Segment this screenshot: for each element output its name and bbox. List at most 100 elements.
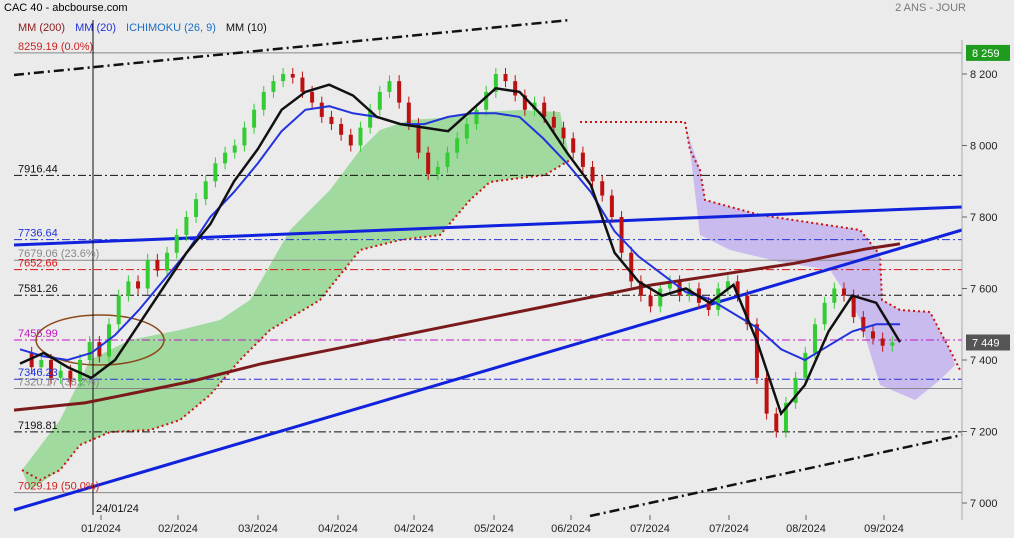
highlight-ellipse [35, 314, 165, 366]
level-label: 7320.17 (38.2%) [18, 377, 99, 389]
y-tick-label: 7 000 [970, 498, 998, 510]
candle [783, 402, 788, 432]
candle [203, 181, 208, 200]
x-tick-label: 02/2024 [158, 523, 198, 535]
x-tick-label: 03/2024 [238, 523, 278, 535]
level-label: 7736.64 [18, 228, 58, 240]
candle [194, 199, 199, 217]
y-tick-label: 7 600 [970, 284, 998, 296]
ichimoku-cloud-bear [685, 125, 955, 400]
candle [890, 342, 895, 346]
candle [513, 81, 518, 96]
x-tick-label: 04/2024 [318, 523, 358, 535]
level-label: 7029.19 (50.0%) [18, 481, 99, 493]
trendline-resistance [13, 205, 963, 247]
candle [387, 81, 392, 92]
candle [271, 81, 276, 92]
last-value-tag-text: 7 449 [972, 337, 1000, 349]
x-tick-label: 05/2024 [474, 523, 514, 535]
candle [29, 352, 34, 368]
candle [155, 259, 160, 271]
candle [754, 324, 759, 378]
candle [310, 91, 315, 103]
x-tick-label: 07/2024 [709, 523, 749, 535]
candle [126, 281, 131, 296]
y-tick-label: 7 800 [970, 212, 998, 224]
candle [368, 109, 373, 128]
candle [319, 102, 324, 117]
candle [145, 259, 150, 289]
candle [493, 74, 498, 92]
chart-title: CAC 40 - abcbourse.com [4, 2, 128, 14]
candle [87, 342, 92, 360]
candle [242, 127, 247, 146]
last-value-tag [966, 334, 1010, 351]
candle [609, 195, 614, 217]
candle [629, 252, 634, 282]
candle [68, 370, 73, 382]
candle [445, 152, 450, 167]
candle [764, 377, 769, 414]
candle [184, 217, 189, 235]
x-tick-label: 04/2024 [394, 523, 434, 535]
candle [522, 95, 527, 110]
candle [290, 74, 295, 78]
legend-item[interactable]: ICHIMOKU (26, 9) [126, 22, 216, 34]
ma200-line [13, 242, 901, 412]
candle [416, 124, 421, 153]
candle [252, 109, 257, 128]
candle [58, 370, 63, 378]
candle [39, 360, 44, 368]
candle [455, 138, 460, 153]
candle [339, 124, 344, 135]
candle [725, 281, 730, 289]
candle [97, 342, 102, 357]
candle [484, 91, 489, 110]
level-label: 7916.44 [18, 163, 58, 175]
y-tick-label: 8 200 [970, 69, 998, 81]
legend-item[interactable]: MM (20) [75, 22, 117, 34]
candle [49, 360, 54, 378]
candle [832, 288, 837, 303]
candle [78, 360, 83, 382]
level-label: 7652.66 [18, 258, 58, 270]
candle [223, 152, 228, 164]
legend-item[interactable]: MM (10) [225, 22, 267, 34]
candle [812, 324, 817, 353]
y-tick-label: 8 000 [970, 141, 998, 153]
candle [851, 295, 856, 318]
candle [232, 145, 237, 153]
candle [648, 295, 653, 307]
candle [822, 302, 827, 325]
candle [136, 281, 141, 289]
candle [561, 127, 566, 139]
cursor-date-label: 24/01/24 [96, 503, 139, 515]
candle [464, 124, 469, 139]
candle [658, 288, 663, 307]
x-tick-label: 08/2024 [786, 523, 826, 535]
candle [870, 331, 875, 339]
level-label: 7198.81 [18, 420, 58, 432]
level-label: 7455.99 [18, 328, 58, 340]
period-label[interactable]: 2 ANS - JOUR [895, 2, 966, 14]
candle [116, 295, 121, 325]
candle [571, 138, 576, 153]
level-label: 7581.26 [18, 283, 58, 295]
top-value-tag-text: 8 259 [972, 48, 1000, 60]
candle [803, 352, 808, 378]
candle [735, 281, 740, 296]
candle [619, 217, 624, 253]
candle [300, 77, 305, 92]
level-label: 7346.23 [18, 367, 58, 379]
candle [474, 109, 479, 125]
legend-item[interactable]: MM (200) [18, 22, 66, 34]
top-value-tag [966, 44, 1010, 61]
candle [880, 338, 885, 346]
candle [435, 166, 440, 175]
candle [406, 102, 411, 125]
candle [358, 127, 363, 146]
x-tick-label: 07/2024 [630, 523, 670, 535]
channel-bottom-line [589, 433, 963, 518]
candle [551, 116, 556, 128]
